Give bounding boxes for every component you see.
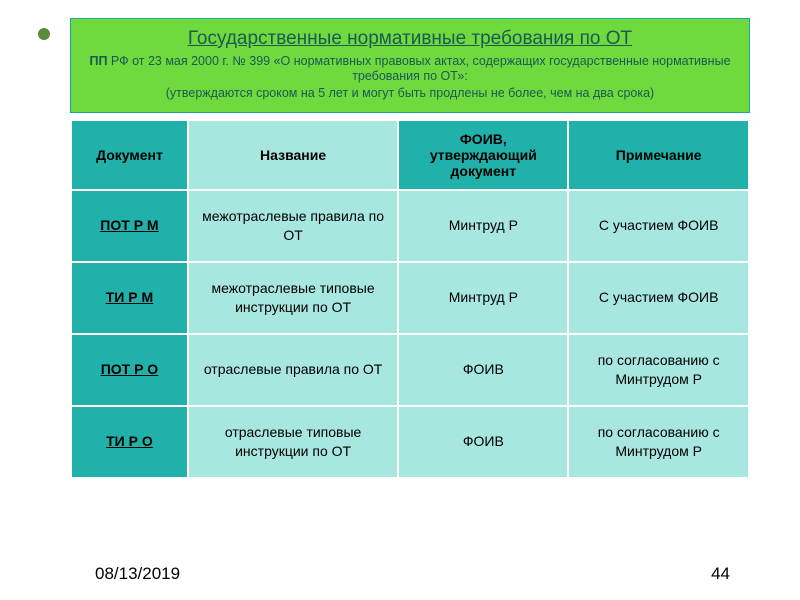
note-cell: по согласованию с Минтрудом Р — [568, 334, 749, 406]
regulations-table: Документ Название ФОИВ, утверждающий док… — [70, 119, 750, 479]
title-sub-text: РФ от 23 мая 2000 г. № 399 «О нормативны… — [107, 54, 730, 84]
title-main: Государственные нормативные требования п… — [188, 28, 632, 49]
note-cell: по согласованию с Минтрудом Р — [568, 406, 749, 478]
name-cell: отраслевые правила по ОТ — [188, 334, 398, 406]
title-box: Государственные нормативные требования п… — [70, 18, 750, 113]
bullet-icon — [38, 28, 50, 40]
footer-date: 08/13/2019 — [95, 564, 180, 584]
table-row: ПОТ Р О отраслевые правила по ОТ ФОИВ по… — [71, 334, 749, 406]
name-cell: межотраслевые типовые инструкции по ОТ — [188, 262, 398, 334]
name-cell: межотраслевые правила по ОТ — [188, 190, 398, 262]
col-header-name: Название — [188, 120, 398, 190]
slide-container: Государственные нормативные требования п… — [0, 0, 800, 600]
table-header-row: Документ Название ФОИВ, утверждающий док… — [71, 120, 749, 190]
doc-cell: ПОТ Р М — [71, 190, 188, 262]
doc-cell: ПОТ Р О — [71, 334, 188, 406]
col-header-document: Документ — [71, 120, 188, 190]
foiv-cell: Минтруд Р — [398, 262, 568, 334]
foiv-cell: ФОИВ — [398, 406, 568, 478]
table-row: ТИ Р М межотраслевые типовые инструкции … — [71, 262, 749, 334]
doc-cell: ТИ Р О — [71, 406, 188, 478]
table-row: ПОТ Р М межотраслевые правила по ОТ Минт… — [71, 190, 749, 262]
table-row: ТИ Р О отраслевые типовые инструкции по … — [71, 406, 749, 478]
col-header-note: Примечание — [568, 120, 749, 190]
note-cell: С участием ФОИВ — [568, 190, 749, 262]
col-header-foiv: ФОИВ, утверждающий документ — [398, 120, 568, 190]
doc-cell: ТИ Р М — [71, 262, 188, 334]
foiv-cell: ФОИВ — [398, 334, 568, 406]
note-cell: С участием ФОИВ — [568, 262, 749, 334]
title-pp-label: ПП — [89, 54, 107, 68]
title-sub: ПП РФ от 23 мая 2000 г. № 399 «О нормати… — [89, 54, 731, 85]
title-note: (утверждаются сроком на 5 лет и могут бы… — [89, 86, 731, 102]
foiv-cell: Минтруд Р — [398, 190, 568, 262]
footer: 08/13/2019 44 — [95, 564, 730, 584]
footer-page: 44 — [711, 564, 730, 584]
name-cell: отраслевые типовые инструкции по ОТ — [188, 406, 398, 478]
